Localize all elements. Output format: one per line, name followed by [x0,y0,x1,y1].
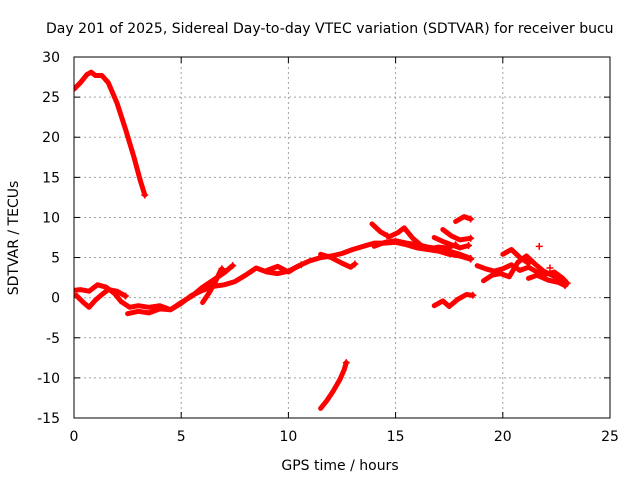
series-end-marker [464,242,472,250]
series-end-marker [467,234,475,242]
series-end-marker [467,215,475,223]
series-arc-11 [431,235,471,251]
tick-labels: 0 5 10 15 20 25 -15 -10 -5 0 5 10 15 20 25 30 [37,50,619,445]
series-arc-12 [440,227,474,243]
y-tick-label: 30 [42,50,60,66]
series-end-marker [229,262,237,270]
series-end-marker [469,291,477,299]
series-arc-18 [526,272,568,289]
series-end-marker [121,292,129,300]
y-tick-label: 15 [42,170,60,186]
y-tick-label: -10 [37,371,60,387]
series-arc-1 [74,69,148,198]
series-end-marker [141,191,149,199]
series-arc-5 [200,266,225,305]
y-tick-label: 25 [42,90,60,106]
series-arc-3 [74,287,128,310]
series-arc-14 [431,292,476,309]
x-tick-label: 5 [177,429,186,445]
series-end-marker [342,359,350,367]
y-tick-label: -5 [46,331,60,347]
plot-frame [73,56,611,419]
data-point-marker [546,264,554,272]
grid-lines [74,57,610,418]
x-axis-label: GPS time / hours [281,458,398,474]
axis-ticks [73,56,611,419]
series-arc-15 [474,262,570,286]
series-arc-17 [500,247,531,266]
y-tick-label: -15 [37,411,60,427]
series-arc-7 [318,251,358,270]
x-tick-label: 0 [70,429,79,445]
y-tick-label: 0 [51,291,60,307]
x-tick-label: 25 [601,429,619,445]
x-tick-label: 20 [494,429,512,445]
data-point-marker [383,232,391,240]
y-axis-label: SDTVAR / TECUs [6,181,22,296]
data-series-clip [74,69,571,411]
series-end-marker [218,265,226,273]
x-tick-label: 15 [387,429,405,445]
series-end-marker [467,254,475,262]
series-arc-2 [74,239,474,313]
y-tick-label: 20 [42,130,60,146]
series-end-marker [525,259,533,267]
data-series [74,69,571,411]
series-end-marker [351,260,359,268]
chart-title: Day 201 of 2025, Sidereal Day-to-day VTE… [46,21,614,37]
data-point-marker [535,242,543,250]
series-end-marker [561,282,569,290]
series-arc-6 [264,262,304,275]
series-arc-13 [453,214,474,224]
series-arc-8 [318,360,349,411]
y-tick-label: 5 [51,251,60,267]
y-tick-label: 10 [42,210,60,226]
x-tick-label: 10 [279,429,297,445]
series-end-marker [297,261,305,269]
